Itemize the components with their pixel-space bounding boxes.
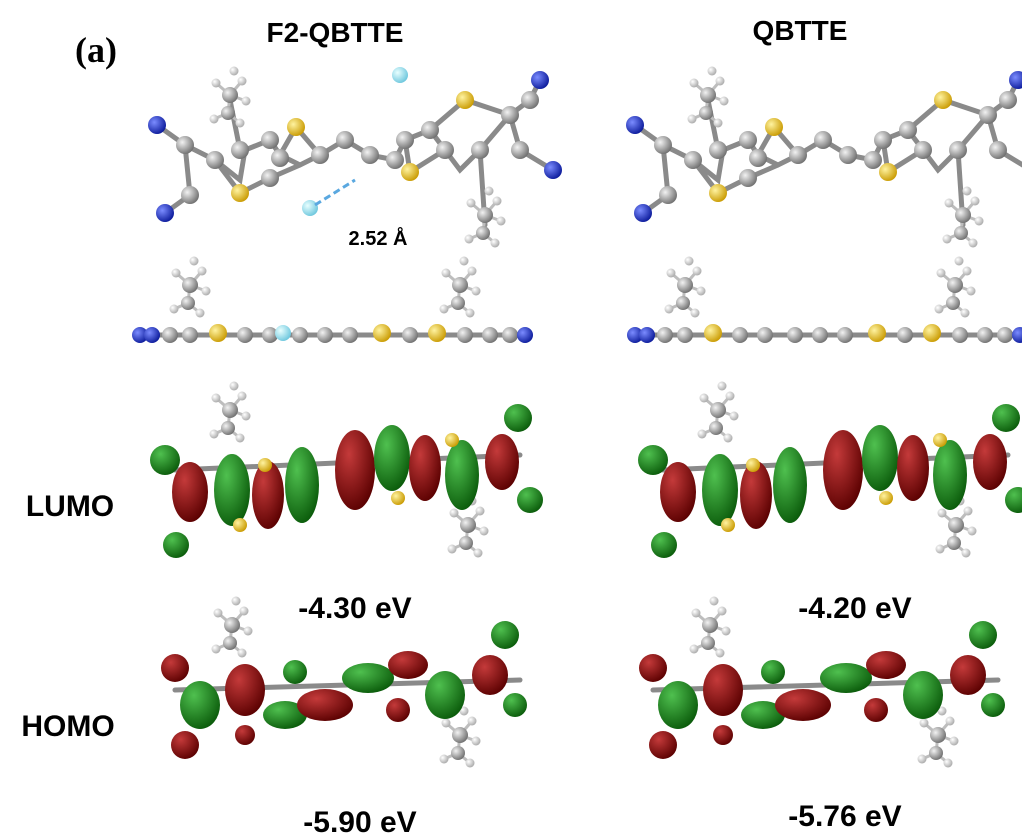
energy-label: -4.20 eV: [798, 592, 911, 625]
energy-label: -5.76 eV: [788, 800, 901, 833]
distance-label: 2.52 Å: [349, 226, 408, 250]
molecule-side: [627, 257, 1022, 344]
molecule-f2-side-part: [132, 257, 533, 344]
molecule-f2-top-part: [148, 67, 562, 248]
energy-label: -5.90 eV: [303, 806, 416, 837]
molecule-top-part: [626, 67, 1022, 248]
molecule-f2-top-part: [392, 67, 408, 83]
row-label: LUMO: [26, 490, 114, 523]
column-title: F2-QBTTE: [267, 17, 404, 48]
molecule-top: [626, 67, 1022, 248]
molecule-f2-top-part: [302, 200, 318, 216]
row-label: HOMO: [21, 710, 114, 743]
molecule-f2-top-part: [315, 180, 355, 205]
energy-label: -4.30 eV: [298, 592, 411, 625]
lumo-f2: [150, 382, 543, 559]
molecule-f2-side: [132, 257, 533, 344]
lumo-part: [638, 382, 1022, 559]
column-title: QBTTE: [753, 15, 848, 46]
panel-label: (a): [75, 30, 117, 70]
lumo-f2-part: [150, 382, 543, 559]
molecule-side-part: [627, 257, 1022, 344]
figure: (a) F2-QBTTE QBTTE 2.52 Å LUMO HOMO -4.3…: [0, 0, 1022, 837]
lumo: [638, 382, 1022, 559]
molecule-f2-top: [148, 67, 562, 248]
molecule-f2-side-part: [275, 325, 291, 341]
page: {"figure": { "panel_label": "(a)", "colu…: [0, 0, 1022, 837]
